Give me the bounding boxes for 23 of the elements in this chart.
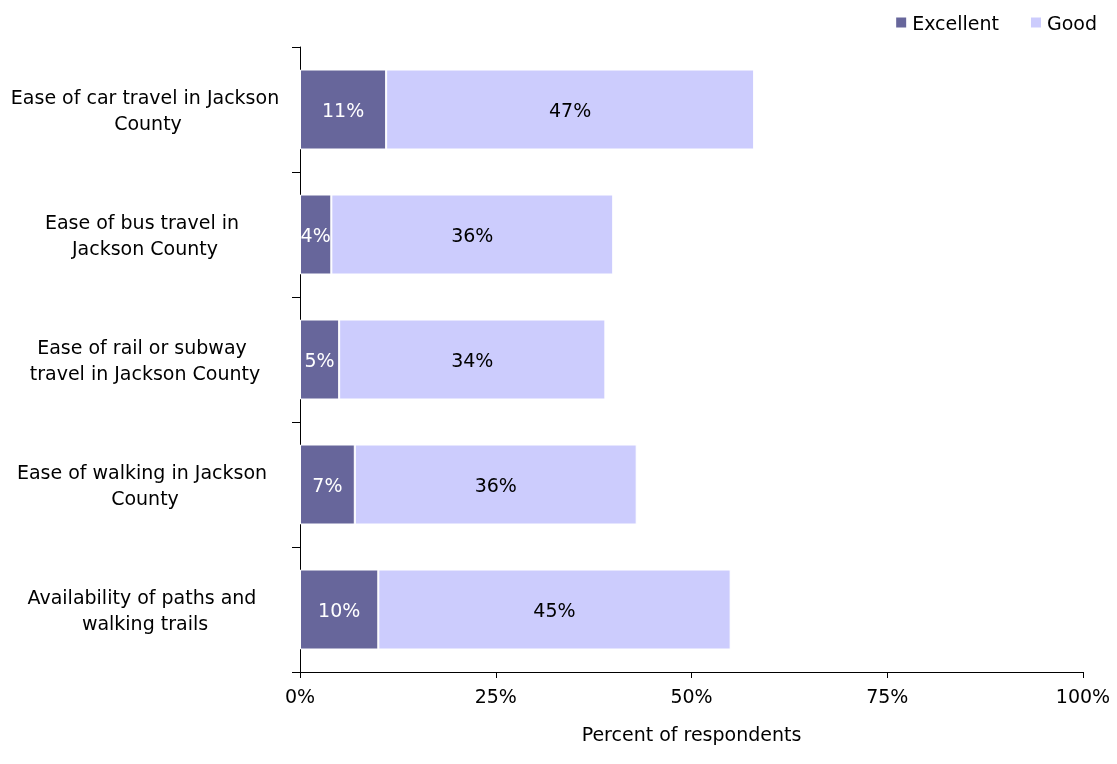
data-label: 45% [533,598,576,621]
legend-label: Excellent [912,11,999,34]
legend-label: Good [1046,11,1098,34]
x-tick-label: 100% [1055,684,1111,707]
data-label: 5% [304,348,335,371]
y-tick-label: Ease of walking in Jackson County [16,460,274,509]
data-label: 36% [451,223,494,246]
y-tick-label: Ease of rail or subway travel in Jackson County [29,335,261,384]
data-label: 11% [321,98,365,121]
data-label: 4% [300,223,331,246]
y-tick-label: Ease of car travel in Jackson County [10,85,280,134]
x-tick-label: 50% [670,684,713,707]
x-tick-label: 25% [474,684,517,707]
y-tick-label: Availability of paths and walking trails [27,585,263,634]
x-tick-label: 0% [284,684,316,707]
data-label: 36% [474,473,517,496]
data-label: 47% [549,98,592,121]
y-tick-label: Ease of bus travel in Jackson County [44,210,246,259]
data-label: 10% [318,598,361,621]
x-tick-label: 75% [866,684,909,707]
data-label: 7% [312,473,343,496]
x-axis-title: Percent of respondents [581,722,802,745]
data-label: 34% [451,348,494,371]
